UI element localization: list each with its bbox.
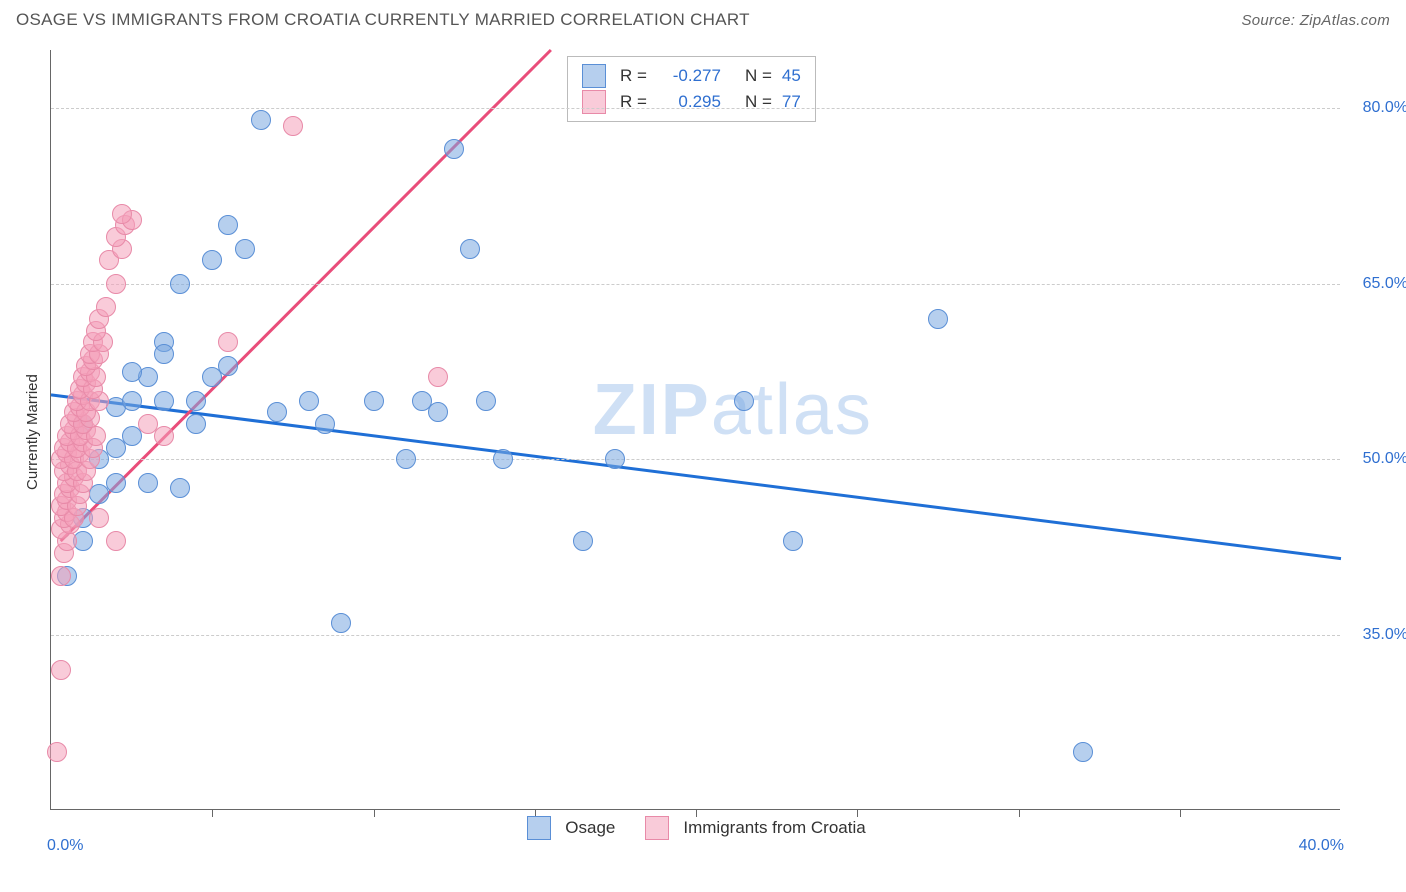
data-point (186, 414, 206, 434)
gridline (51, 635, 1340, 636)
gridline (51, 284, 1340, 285)
legend-row: R = 0.295N = 77 (582, 89, 801, 115)
gridline (51, 108, 1340, 109)
y-tick-label: 50.0% (1348, 450, 1406, 468)
data-point (218, 356, 238, 376)
data-point (170, 274, 190, 294)
data-point (605, 449, 625, 469)
data-point (218, 215, 238, 235)
data-point (299, 391, 319, 411)
data-point (734, 391, 754, 411)
data-point (106, 473, 126, 493)
x-max-label: 40.0% (1299, 837, 1344, 855)
data-point (106, 531, 126, 551)
data-point (283, 116, 303, 136)
data-point (267, 402, 287, 422)
data-point (928, 309, 948, 329)
series-legend: Osage Immigrants from Croatia (527, 816, 865, 840)
data-point (783, 531, 803, 551)
y-axis-label: Currently Married (24, 374, 41, 490)
data-point (331, 613, 351, 633)
data-point (51, 660, 71, 680)
data-point (47, 742, 67, 762)
data-point (202, 250, 222, 270)
y-tick-label: 35.0% (1348, 626, 1406, 644)
data-point (428, 402, 448, 422)
y-tick-label: 65.0% (1348, 275, 1406, 293)
data-point (428, 367, 448, 387)
data-point (89, 508, 109, 528)
data-point (364, 391, 384, 411)
data-point (251, 110, 271, 130)
x-min-label: 0.0% (47, 837, 83, 855)
data-point (186, 391, 206, 411)
data-point (138, 473, 158, 493)
y-tick-label: 80.0% (1348, 99, 1406, 117)
data-point (235, 239, 255, 259)
gridline (51, 459, 1340, 460)
data-point (154, 426, 174, 446)
trend-lines (51, 50, 1341, 810)
data-point (154, 344, 174, 364)
x-tick (212, 809, 213, 817)
chart-source: Source: ZipAtlas.com (1241, 12, 1390, 29)
data-point (573, 531, 593, 551)
data-point (396, 449, 416, 469)
chart-title: OSAGE VS IMMIGRANTS FROM CROATIA CURRENT… (16, 10, 750, 30)
data-point (476, 391, 496, 411)
data-point (444, 139, 464, 159)
plot-area: ZIPatlas R = -0.277N = 45R = 0.295N = 77… (50, 50, 1340, 810)
data-point (122, 362, 142, 382)
data-point (122, 391, 142, 411)
correlation-legend: R = -0.277N = 45R = 0.295N = 77 (567, 56, 816, 122)
x-tick (374, 809, 375, 817)
legend-item: Immigrants from Croatia (645, 816, 865, 840)
data-point (493, 449, 513, 469)
x-tick (1180, 809, 1181, 817)
data-point (218, 332, 238, 352)
legend-item: Osage (527, 816, 615, 840)
legend-row: R = -0.277N = 45 (582, 63, 801, 89)
data-point (170, 478, 190, 498)
watermark: ZIPatlas (593, 369, 873, 451)
data-point (112, 204, 132, 224)
x-tick (1019, 809, 1020, 817)
data-point (315, 414, 335, 434)
data-point (1073, 742, 1093, 762)
data-point (460, 239, 480, 259)
data-point (96, 297, 116, 317)
data-point (106, 274, 126, 294)
data-point (51, 566, 71, 586)
data-point (154, 391, 174, 411)
